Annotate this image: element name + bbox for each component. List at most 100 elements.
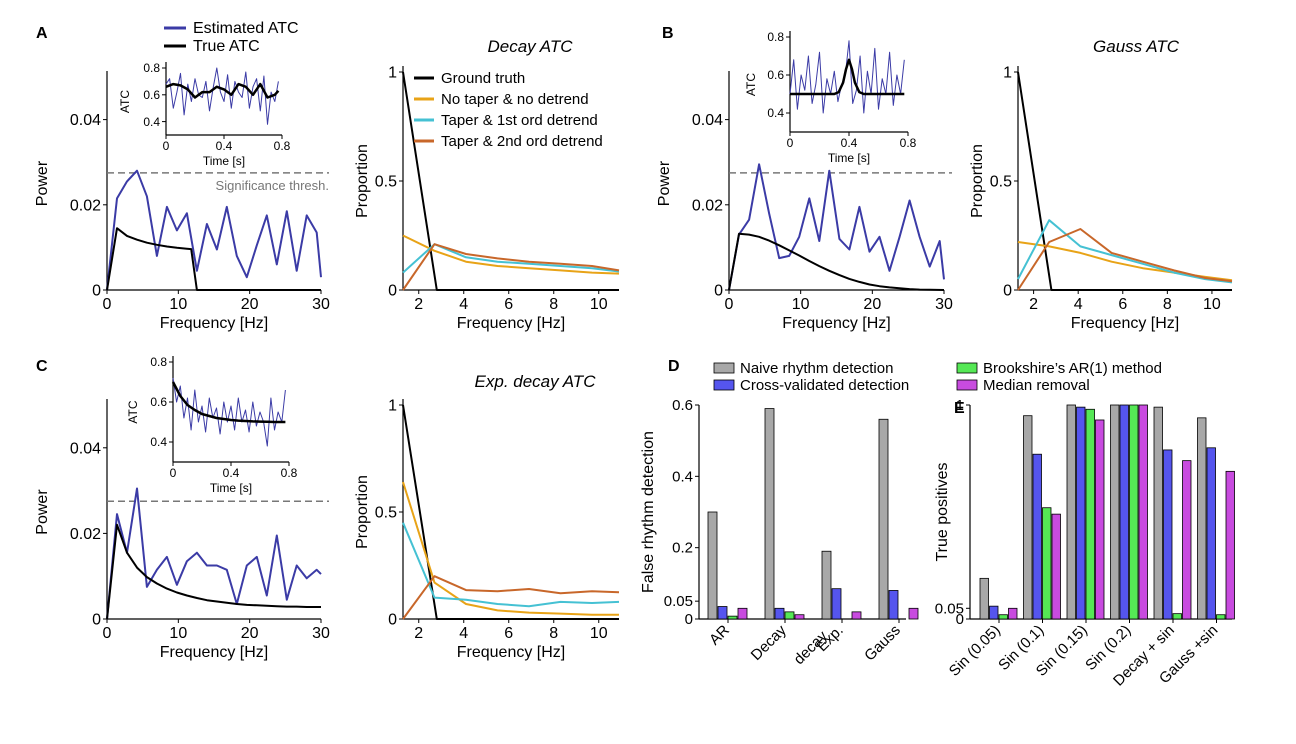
E-y-tick-label: 0 (956, 611, 964, 628)
B_inset-y-tick-label: 0.6 (767, 68, 784, 82)
E-bar (1095, 419, 1105, 620)
E-x-tick-label: Sin (0.05) (946, 622, 1004, 680)
C-prop-title: Exp. decay ATC (475, 372, 597, 391)
legend-swatch (713, 379, 735, 391)
legend-label: Cross-validated detection (740, 377, 909, 394)
A_prop-y-tick-label: 0.5 (375, 174, 397, 191)
C_prop-x-label: Frequency [Hz] (457, 644, 565, 661)
legend-swatch (956, 362, 978, 374)
C_inset-x-tick-label: 0.8 (281, 466, 298, 480)
B_power-x-tick-label: 0 (725, 296, 734, 313)
E-bar (1085, 408, 1095, 620)
D-bar (707, 511, 718, 620)
A_power-threshold-label: Significance thresh. (216, 178, 329, 193)
C_power-y-label: Power (34, 489, 51, 535)
A_prop-series-line (402, 71, 619, 291)
legend-label: Brookshire’s AR(1) method (983, 360, 1162, 377)
E-bar (1197, 417, 1207, 620)
C_prop-y-tick-label: 0 (388, 612, 397, 629)
E-bar (989, 605, 999, 620)
B_power-x-tick-label: 10 (792, 296, 810, 313)
E-bar (1153, 406, 1163, 620)
C_inset-series-line (172, 377, 286, 447)
A_power-x-tick-label: 10 (169, 296, 187, 313)
C_power-series-line (106, 523, 321, 620)
D-y-tick-label: 0.2 (672, 540, 693, 557)
C_power-x-label: Frequency [Hz] (160, 644, 268, 661)
B_prop-y-tick-label: 0 (1003, 283, 1012, 300)
panel-letter-b: B (662, 25, 674, 42)
A_inset-series-line (165, 67, 279, 125)
E-bar (1138, 404, 1148, 620)
C_power-y-tick-label: 0.04 (70, 440, 101, 457)
B_prop-x-label: Frequency [Hz] (1071, 315, 1179, 332)
A_prop-series-line (402, 243, 620, 274)
D-bar (737, 607, 748, 620)
E-y-tick-label: 1 (956, 397, 964, 414)
B_power-y-tick-label: 0.02 (692, 197, 723, 214)
A_prop-y-label: Proportion (354, 144, 371, 218)
E-bar (1119, 404, 1129, 620)
A_power-x-tick-label: 30 (312, 296, 330, 313)
legend-label: Taper & 2nd ord detrend (441, 133, 603, 150)
A_prop-x-tick-label: 2 (414, 296, 423, 313)
legend-swatch (713, 362, 735, 374)
E-bar (1206, 447, 1216, 620)
D-x-tick-label: Gauss (861, 622, 904, 665)
E-bar (1066, 404, 1076, 620)
B_prop-series-line (1017, 219, 1233, 284)
E-bar (1008, 607, 1018, 620)
legend-label-true-atc: True ATC (193, 38, 260, 55)
A_inset-y-tick-label: 0.4 (143, 115, 160, 129)
A_power-x-tick-label: 20 (241, 296, 259, 313)
C_inset-x-tick-label: 0.4 (223, 466, 240, 480)
C_prop-y-tick-label: 0.5 (375, 505, 397, 522)
B_prop-y-tick-label: 1 (1003, 65, 1012, 82)
B_inset-x-tick-label: 0.4 (841, 136, 858, 150)
B_inset-y-tick-label: 0.8 (767, 30, 784, 44)
C_prop-series-line (402, 481, 619, 616)
B_power-series-line (728, 163, 945, 291)
B_prop-x-tick-label: 8 (1163, 296, 1172, 313)
D-bar (727, 615, 738, 620)
A_prop-y-tick-label: 1 (388, 65, 397, 82)
D-y-tick-label: 0.05 (664, 593, 693, 610)
A_inset-x-tick-label: 0 (163, 139, 170, 153)
A_inset-y-tick-label: 0.6 (143, 88, 160, 102)
C_inset-x-label: Time [s] (210, 481, 252, 495)
A_inset-series-line (165, 82, 280, 99)
C_inset-x-tick-label: 0 (170, 466, 177, 480)
A_prop-x-tick-label: 6 (504, 296, 513, 313)
A_power-x-label: Frequency [Hz] (160, 315, 268, 332)
B_inset-y-label: ATC (744, 73, 758, 96)
A_prop-y-tick-label: 0 (388, 283, 397, 300)
D-bar (888, 590, 899, 620)
B_power-y-tick-label: 0 (714, 283, 723, 300)
B_power-x-tick-label: 20 (863, 296, 881, 313)
D-bar (821, 550, 832, 620)
D-bar (774, 607, 785, 620)
B_prop-x-tick-label: 2 (1029, 296, 1038, 313)
A_power-y-label: Power (34, 160, 51, 206)
D-bar (717, 606, 728, 620)
B_prop-x-tick-label: 6 (1118, 296, 1127, 313)
C_prop-x-tick-label: 2 (414, 625, 423, 642)
B_power-x-label: Frequency [Hz] (782, 315, 890, 332)
B_power-x-tick-label: 30 (935, 296, 953, 313)
E-bar (1182, 460, 1192, 620)
A_power-x-tick-label: 0 (103, 296, 112, 313)
E-bar (1076, 406, 1086, 620)
E-bar (998, 614, 1008, 620)
D-y-label: False rhythm detection (640, 431, 657, 593)
D-bar (784, 611, 795, 620)
B_prop-series-line (1017, 241, 1233, 282)
C_prop-x-tick-label: 8 (549, 625, 558, 642)
legend-swatch (956, 379, 978, 391)
D-y-tick-label: 0 (685, 611, 693, 628)
E-bar (1216, 614, 1226, 620)
legend-label: Ground truth (441, 70, 525, 87)
B_prop-x-tick-label: 4 (1074, 296, 1083, 313)
D-bar (878, 418, 889, 620)
A_power-series-line (106, 227, 321, 291)
